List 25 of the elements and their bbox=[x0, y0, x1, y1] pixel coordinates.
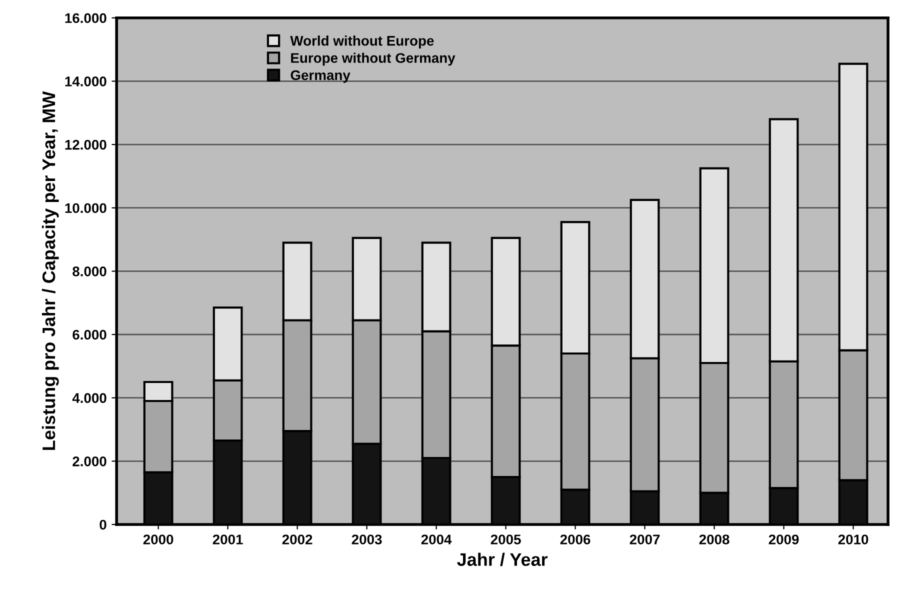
y-tick-label: 8.000 bbox=[72, 266, 106, 276]
y-tick-label: 4.000 bbox=[72, 393, 106, 403]
x-tick-label: 2006 bbox=[560, 534, 590, 544]
x-axis-title: Jahr / Year bbox=[457, 552, 548, 566]
y-tick-label: 6.000 bbox=[72, 330, 106, 340]
legend-label: World without Europe bbox=[290, 36, 434, 48]
x-tick-label: 2007 bbox=[630, 534, 660, 544]
legend-label: Germany bbox=[290, 70, 350, 83]
y-tick-label: 12.000 bbox=[65, 140, 106, 150]
legend-label: Europe without Germany bbox=[291, 52, 456, 66]
x-tick-label: 2000 bbox=[143, 534, 174, 544]
x-tick-label: 2002 bbox=[282, 534, 312, 544]
x-tick-label: 2003 bbox=[352, 534, 382, 544]
y-tick-label: 2.000 bbox=[72, 456, 106, 466]
x-tick-label: 2008 bbox=[699, 534, 730, 544]
x-tick-label: 2009 bbox=[768, 534, 799, 544]
x-tick-label: 2004 bbox=[421, 534, 452, 544]
x-tick-label: 2005 bbox=[490, 534, 521, 544]
x-tick-label: 2010 bbox=[838, 534, 868, 544]
y-tick-label: 16.000 bbox=[65, 13, 106, 24]
x-tick-label: 2001 bbox=[212, 534, 243, 544]
y-tick-label: 14.000 bbox=[65, 76, 106, 86]
y-tick-label: 10.000 bbox=[65, 203, 106, 214]
y-axis-title: Leistung pro Jahr / Capacity per Year, MW bbox=[42, 91, 59, 450]
y-tick-label: 0 bbox=[100, 520, 106, 530]
